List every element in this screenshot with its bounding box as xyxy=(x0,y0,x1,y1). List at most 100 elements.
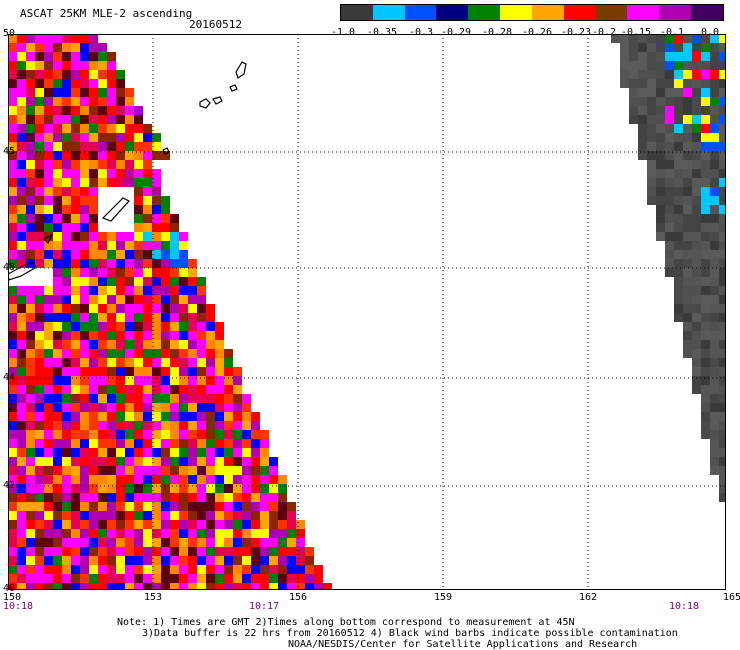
wind-cell xyxy=(242,538,251,547)
wind-cell xyxy=(287,565,296,574)
wind-cell xyxy=(44,394,53,403)
wind-cell xyxy=(305,574,314,583)
wind-cell xyxy=(89,106,98,115)
wind-cell xyxy=(656,52,665,61)
wind-cell xyxy=(53,358,62,367)
wind-cell xyxy=(674,160,683,169)
wind-cell xyxy=(701,241,710,250)
wind-cell xyxy=(656,160,665,169)
island xyxy=(42,233,54,245)
wind-cell xyxy=(179,376,188,385)
wind-cell xyxy=(674,223,683,232)
wind-cell xyxy=(17,430,26,439)
wind-cell xyxy=(8,574,17,583)
wind-cell xyxy=(233,430,242,439)
wind-cell xyxy=(80,97,89,106)
wind-cell xyxy=(224,412,233,421)
wind-cell xyxy=(134,520,143,529)
wind-cell xyxy=(278,475,287,484)
wind-cell xyxy=(251,547,260,556)
wind-cell xyxy=(98,475,107,484)
wind-cell xyxy=(116,484,125,493)
wind-cell xyxy=(8,142,17,151)
wind-cell xyxy=(116,412,125,421)
wind-cell xyxy=(692,79,701,88)
wind-cell xyxy=(710,376,719,385)
wind-cell xyxy=(26,457,35,466)
wind-cell xyxy=(107,403,116,412)
wind-cell xyxy=(278,511,287,520)
wind-cell xyxy=(35,61,44,70)
wind-cell xyxy=(710,52,719,61)
wind-cell xyxy=(80,322,89,331)
wind-cell xyxy=(170,538,179,547)
wind-cell xyxy=(89,520,98,529)
wind-cell xyxy=(53,520,62,529)
wind-cell xyxy=(134,331,143,340)
wind-cell xyxy=(152,376,161,385)
wind-cell xyxy=(170,304,179,313)
wind-cell xyxy=(710,34,719,43)
wind-cell xyxy=(251,556,260,565)
wind-cell xyxy=(89,430,98,439)
wind-cell xyxy=(116,178,125,187)
wind-cell xyxy=(638,34,647,43)
wind-cell xyxy=(269,457,278,466)
wind-cell xyxy=(233,457,242,466)
colorbar-tick-label: -0.1 xyxy=(659,27,685,38)
wind-cell xyxy=(179,394,188,403)
wind-cell xyxy=(116,340,125,349)
wind-cell xyxy=(116,403,125,412)
wind-cell xyxy=(17,331,26,340)
wind-cell xyxy=(71,493,80,502)
wind-cell xyxy=(260,475,269,484)
wind-cell xyxy=(278,556,287,565)
wind-cell xyxy=(170,268,179,277)
wind-cell xyxy=(188,421,197,430)
wind-cell xyxy=(638,97,647,106)
longitude-label: 159 xyxy=(433,592,453,603)
wind-cell xyxy=(215,493,224,502)
wind-cell xyxy=(161,412,170,421)
footer-note-3: NOAA/NESDIS/Center for Satellite Applica… xyxy=(288,639,638,650)
wind-cell xyxy=(26,565,35,574)
wind-cell xyxy=(683,268,692,277)
wind-cell xyxy=(692,322,701,331)
wind-cell xyxy=(62,268,71,277)
wind-cell xyxy=(242,466,251,475)
wind-cell xyxy=(692,376,701,385)
wind-cell xyxy=(44,475,53,484)
wind-cell xyxy=(125,502,134,511)
wind-cell xyxy=(8,178,17,187)
wind-cell xyxy=(665,43,674,52)
footer-note-1: Note: 1) Times are GMT 2)Times along bot… xyxy=(117,617,575,628)
wind-cell xyxy=(89,358,98,367)
wind-cell xyxy=(161,394,170,403)
wind-cell xyxy=(719,412,726,421)
wind-cell xyxy=(224,376,233,385)
wind-cell xyxy=(89,205,98,214)
wind-cell xyxy=(98,484,107,493)
wind-cell xyxy=(107,430,116,439)
wind-cell xyxy=(62,547,71,556)
wind-cell xyxy=(692,367,701,376)
wind-cell xyxy=(71,178,80,187)
wind-cell xyxy=(683,115,692,124)
wind-cell xyxy=(98,421,107,430)
wind-cell xyxy=(44,241,53,250)
wind-cell xyxy=(206,394,215,403)
wind-cell xyxy=(44,322,53,331)
wind-cell xyxy=(17,565,26,574)
wind-cell xyxy=(125,115,134,124)
wind-cell xyxy=(44,178,53,187)
wind-cell xyxy=(8,475,17,484)
wind-cell xyxy=(26,394,35,403)
wind-cell xyxy=(62,124,71,133)
wind-cell xyxy=(161,205,170,214)
wind-cell xyxy=(188,574,197,583)
wind-cell xyxy=(692,133,701,142)
wind-cell xyxy=(179,403,188,412)
wind-cell xyxy=(44,574,53,583)
wind-cell xyxy=(89,538,98,547)
wind-cell xyxy=(152,493,161,502)
